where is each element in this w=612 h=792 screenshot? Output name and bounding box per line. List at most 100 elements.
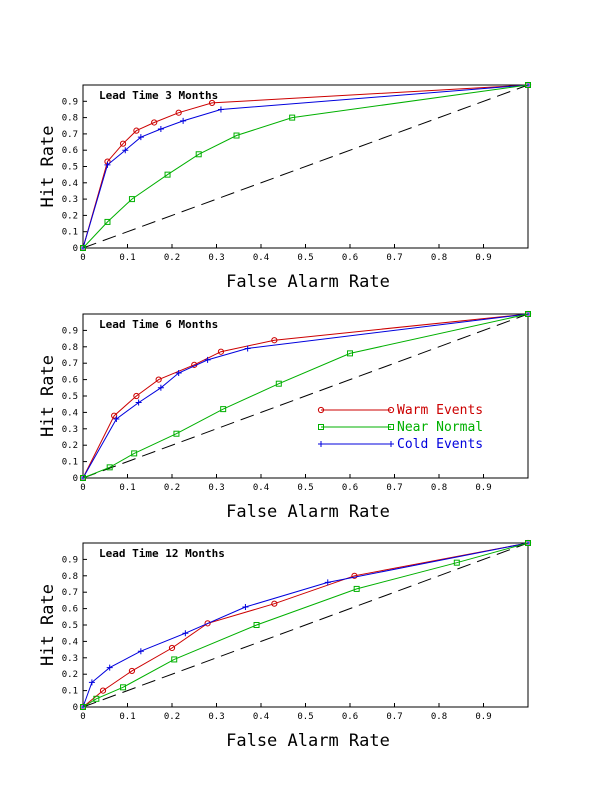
data-point-near: [347, 350, 353, 357]
y-tick-label: 0.4: [62, 408, 78, 418]
x-tick-label: 0.9: [475, 253, 491, 263]
legend-marker-warm: [387, 406, 395, 414]
data-point-near: [233, 132, 240, 139]
y-tick-label: 0.8: [62, 114, 78, 124]
data-point-near: [525, 82, 531, 88]
data-point-warm: [133, 392, 140, 400]
data-point-warm: [271, 337, 278, 344]
y-tick-label: 0.1: [62, 458, 78, 468]
x-tick-label: 0.9: [475, 483, 491, 493]
data-point-warm: [128, 667, 136, 675]
data-point-near: [80, 475, 86, 481]
data-point-cold: [242, 603, 249, 610]
x-tick-label: 0.8: [431, 483, 447, 493]
x-tick-label: 0.3: [208, 253, 224, 263]
y-axis-label: Hit Rate: [38, 355, 58, 437]
data-point-cold: [157, 384, 164, 391]
x-tick-label: 0.6: [342, 253, 358, 263]
x-tick-label: 0.4: [253, 483, 269, 493]
series-near: [80, 540, 531, 710]
y-tick-label: 0.1: [62, 228, 78, 238]
x-tick-label: 0.5: [297, 253, 313, 263]
x-tick-label: 0.5: [297, 712, 313, 722]
legend: Warm Events Near Normal Cold Events: [317, 403, 483, 452]
data-point-cold: [137, 648, 144, 655]
y-tick-label: 0.6: [62, 376, 78, 386]
data-point-cold: [122, 147, 129, 154]
data-point-warm: [99, 687, 107, 694]
legend-label-warm: Warm Events: [397, 403, 483, 418]
y-tick-label: 0.9: [62, 97, 78, 107]
x-tick-label: 0.1: [119, 483, 135, 493]
data-point-cold: [135, 399, 142, 406]
data-point-near: [104, 218, 111, 225]
y-tick-label: 0: [73, 703, 78, 713]
legend-marker-cold: [318, 441, 324, 447]
data-point-warm: [111, 412, 118, 419]
x-tick-label: 0.2: [164, 253, 180, 263]
y-tick-label: 0.1: [62, 687, 78, 697]
y-tick-label: 0: [73, 474, 78, 484]
data-point-near: [353, 585, 360, 592]
data-point-near: [453, 559, 460, 566]
data-point-cold: [180, 117, 187, 124]
series-line-warm: [82, 84, 529, 249]
data-point-near: [275, 380, 282, 387]
y-tick-label: 0.2: [62, 441, 78, 451]
x-tick-label: 0.2: [164, 483, 180, 493]
series-line-near: [82, 84, 529, 249]
data-point-near: [253, 622, 260, 628]
series-line-warm: [82, 542, 529, 708]
x-tick-label: 0.6: [342, 712, 358, 722]
x-tick-label: 0: [80, 253, 85, 263]
series-line-cold: [82, 313, 529, 479]
data-point-warm: [271, 600, 278, 607]
data-point-cold: [157, 126, 164, 133]
y-tick-label: 0.3: [62, 425, 78, 435]
y-tick-label: 0.3: [62, 195, 78, 205]
data-point-cold: [217, 106, 224, 113]
data-point-warm: [204, 620, 211, 627]
y-tick-label: 0.7: [62, 588, 78, 598]
reference-diagonal: [82, 542, 529, 708]
x-tick-label: 0.1: [119, 712, 135, 722]
series-line-cold: [82, 84, 529, 249]
data-point-cold: [113, 415, 120, 422]
data-point-near: [80, 704, 86, 710]
y-tick-label: 0.6: [62, 605, 78, 615]
data-point-near: [525, 311, 531, 317]
legend-marker-cold: [388, 441, 394, 447]
x-tick-label: 0.7: [386, 253, 402, 263]
y-tick-label: 0.2: [62, 211, 78, 221]
legend-label-cold: Cold Events: [397, 437, 483, 452]
data-point-near: [525, 540, 531, 546]
x-tick-label: 0.7: [386, 483, 402, 493]
x-tick-label: 0.6: [342, 483, 358, 493]
data-point-near: [289, 114, 296, 121]
x-tick-label: 0: [80, 483, 85, 493]
data-point-cold: [88, 679, 95, 686]
data-point-cold: [244, 345, 251, 352]
data-point-near: [106, 464, 113, 471]
legend-marker-near: [388, 424, 394, 430]
reference-diagonal: [82, 313, 529, 479]
x-tick-label: 0.1: [119, 253, 135, 263]
legend-marker-warm: [317, 406, 325, 414]
series-line-cold: [82, 542, 529, 708]
roc-panel-2: 0 0.1 0.2 0.3 0.4 0.5 0.6 0.7 0.8 0.9 0 0.1 0.2 0.3 0.…: [38, 310, 532, 522]
x-tick-label: 0.2: [164, 712, 180, 722]
y-axis-label: Hit Rate: [38, 584, 58, 666]
x-tick-label: 0.9: [475, 712, 491, 722]
y-tick-label: 0.4: [62, 637, 78, 647]
y-tick-label: 0.9: [62, 326, 78, 336]
series-near: [80, 311, 531, 481]
x-tick-label: 0: [80, 712, 85, 722]
data-point-near: [171, 656, 178, 663]
data-point-warm: [351, 572, 358, 579]
y-tick-label: 0.5: [62, 392, 78, 402]
series-line-near: [82, 542, 529, 708]
series-near: [80, 82, 531, 251]
data-point-warm: [151, 119, 158, 126]
y-tick-label: 0.5: [62, 163, 78, 173]
